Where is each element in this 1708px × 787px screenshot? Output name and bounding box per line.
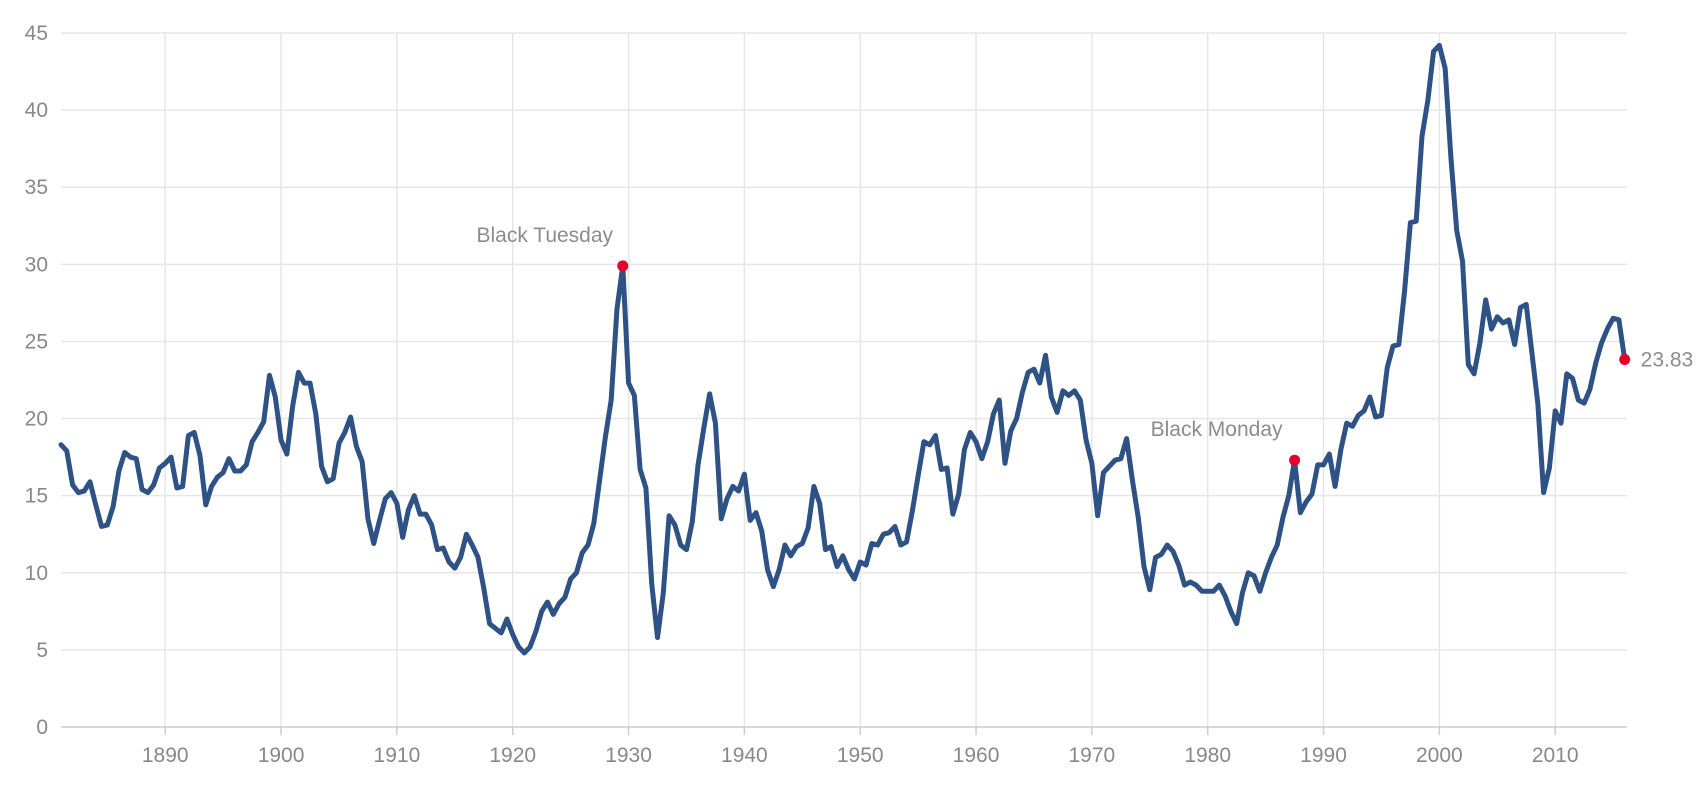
annotation-marker [617, 260, 629, 272]
y-tick-label: 40 [25, 99, 48, 122]
y-tick-label: 35 [25, 176, 48, 199]
annotations: Black Tuesday Black Monday 23.83 [476, 224, 1693, 466]
x-tick-label: 1960 [953, 744, 1000, 767]
x-tick-label: 1970 [1069, 744, 1116, 767]
annotation-marker [1289, 454, 1301, 466]
y-tick-label: 10 [25, 562, 48, 585]
x-tick-label: 1890 [142, 744, 189, 767]
x-tick-label: 2010 [1532, 744, 1579, 767]
annotation-label: Black Monday [1151, 418, 1283, 441]
y-tick-label: 20 [25, 408, 48, 431]
annotation-marker [1619, 353, 1631, 365]
y-tick-label: 45 [25, 22, 48, 45]
series-line [58, 42, 1628, 656]
annotation-label: Black Tuesday [476, 224, 613, 247]
x-tick-label: 1900 [258, 744, 305, 767]
x-axis-ticks: 1890 1900 1910 1920 1930 1940 1950 1960 1970 1980… [142, 727, 1579, 767]
x-tick-label: 2000 [1416, 744, 1463, 767]
x-tick-label: 1920 [489, 744, 536, 767]
x-tick-label: 1940 [721, 744, 768, 767]
y-tick-label: 30 [25, 253, 48, 276]
x-tick-label: 1930 [605, 744, 652, 767]
x-tick-label: 1990 [1300, 744, 1347, 767]
y-tick-label: 25 [25, 330, 48, 353]
y-tick-label: 5 [36, 639, 48, 662]
y-axis-ticks: 0 5 10 15 20 25 30 35 40 45 [25, 22, 48, 739]
y-tick-label: 0 [36, 716, 48, 739]
x-tick-label: 1910 [374, 744, 421, 767]
series-group [58, 42, 1628, 656]
y-tick-label: 15 [25, 485, 48, 508]
x-tick-label: 1950 [837, 744, 884, 767]
annotation-label: 23.83 [1641, 348, 1694, 371]
x-tick-label: 1980 [1184, 744, 1231, 767]
